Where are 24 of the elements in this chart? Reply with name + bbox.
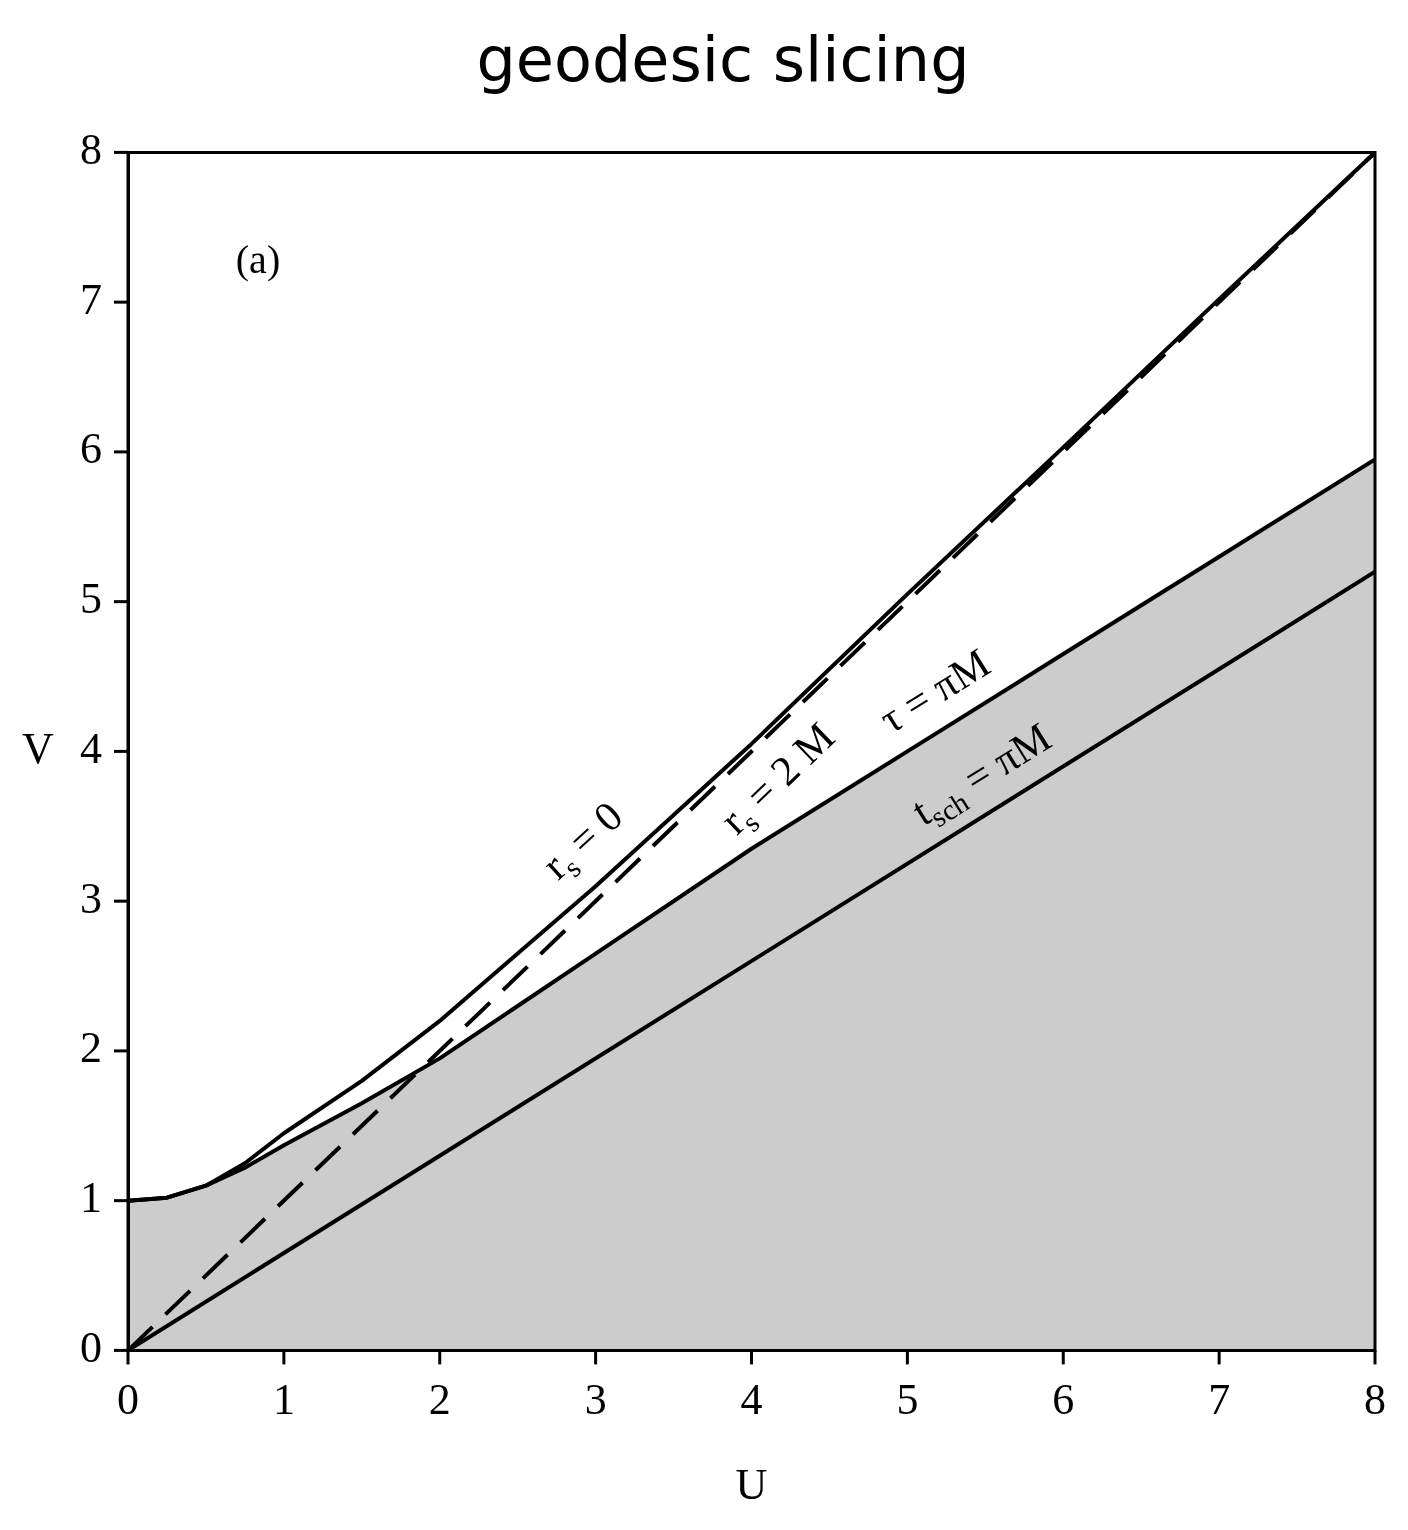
x-tick-label: 5 bbox=[896, 1375, 919, 1425]
text: rs = 2 M bbox=[711, 713, 844, 843]
text: rs = 0 bbox=[533, 792, 632, 888]
x-tick-label: 0 bbox=[117, 1375, 139, 1425]
y-tick-label: 0 bbox=[80, 1322, 102, 1372]
y-tick-label: 7 bbox=[80, 274, 102, 324]
y-tick-label: 1 bbox=[80, 1173, 102, 1223]
x-tick-label: 8 bbox=[1364, 1375, 1386, 1425]
x-tick-label: 4 bbox=[740, 1375, 763, 1425]
x-tick-label: 2 bbox=[428, 1375, 451, 1425]
y-tick-label: 5 bbox=[80, 574, 102, 624]
y-tick-label: 6 bbox=[80, 424, 102, 474]
x-tick-label: 7 bbox=[1208, 1375, 1231, 1425]
annotation: (a) bbox=[235, 236, 281, 282]
x-tick-label: 6 bbox=[1052, 1375, 1075, 1425]
chart-title: geodesic slicing bbox=[476, 23, 970, 97]
y-axis-title: V bbox=[22, 723, 55, 773]
x-tick-label: 1 bbox=[272, 1375, 295, 1425]
y-tick-label: 3 bbox=[80, 873, 102, 923]
y-tick-label: 2 bbox=[80, 1023, 102, 1073]
x-tick-label: 3 bbox=[584, 1375, 607, 1425]
y-tick-label: 4 bbox=[80, 723, 102, 773]
x-axis-title: U bbox=[735, 1460, 768, 1510]
y-tick-label: 8 bbox=[80, 124, 102, 174]
